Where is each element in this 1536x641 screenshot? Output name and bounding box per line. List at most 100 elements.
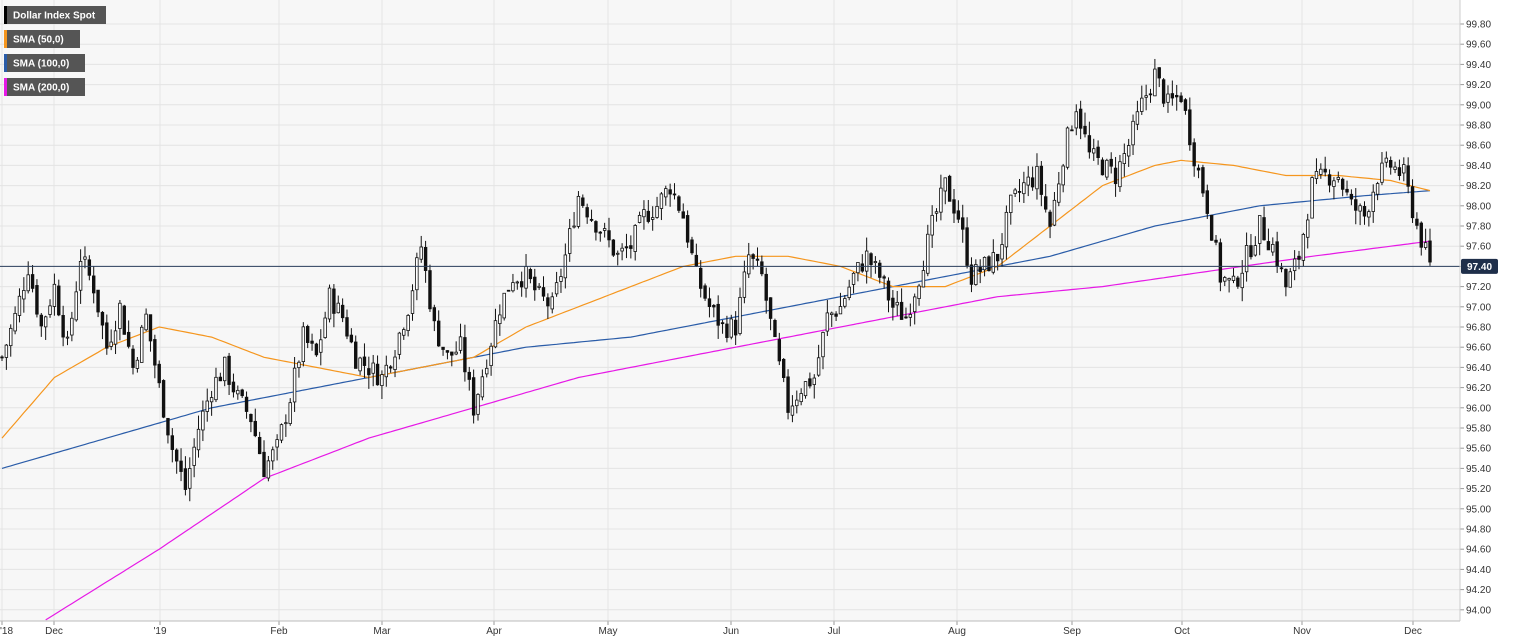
candle [790,395,795,423]
candle [1074,104,1078,136]
candle-body-up [266,460,271,479]
candle [1148,88,1153,103]
candle [83,246,87,269]
candle [131,345,135,375]
candle-body-down [463,337,467,373]
candle-body-up [1009,194,1013,213]
candle-body-up [1332,180,1336,187]
candle [947,174,952,202]
candle-body-down [218,376,223,382]
candle-body-down [227,355,231,385]
x-tick-label: Sep [1063,626,1081,637]
candle-body-up [816,357,821,376]
candle [96,289,100,318]
candle-body-up [515,281,520,284]
candle-body-up [454,351,458,355]
candle [305,324,310,349]
candle-body-up [1022,182,1026,195]
candle [733,311,738,346]
candle [650,206,655,231]
candle [878,259,882,284]
candle-body-down [546,297,550,307]
candle-body-up [637,214,642,223]
candle-body-up [458,336,463,351]
candle-body-down [589,218,594,221]
y-tick-label: 95.40 [1466,464,1491,475]
candle [17,288,22,323]
plot-area [0,0,1460,621]
candle [589,209,594,222]
candle [174,448,179,474]
candle [480,369,485,401]
candle [1083,112,1087,138]
candle-body-up [65,336,70,339]
candle [1113,156,1118,197]
candle-body-down [1349,193,1354,200]
candle-body-up [371,362,375,374]
candle-body-up [319,339,323,353]
candle [236,385,240,400]
current-price-line: 97.40 [0,258,1498,274]
candle [275,434,279,461]
candle [1179,92,1183,104]
candle [1371,184,1375,223]
candle-body-down [878,262,882,278]
y-tick-label: 97.20 [1466,282,1491,293]
candle-body-up [864,250,869,272]
candle [467,366,471,391]
candle [327,284,332,323]
candle-body-down [528,269,533,280]
candle-body-up [659,193,664,209]
candle-body-down [1096,146,1100,158]
candle-body-up [297,361,301,369]
candle-body-down [30,274,35,289]
candle [760,255,764,277]
candle-body-down [699,267,703,289]
sma-100-line [1,190,1431,469]
candle-body-up [1092,148,1096,154]
candle [856,262,860,282]
candle-body-up [109,341,113,347]
candle-body-up [144,313,148,331]
legend-swatch [4,54,7,72]
candle-body-up [1301,234,1306,261]
candle [135,356,140,373]
candle-body-down [1179,95,1183,102]
candle-body-up [236,389,240,395]
candle [930,205,934,248]
candle-body-down [987,256,991,272]
candle [1244,232,1249,282]
candle [1122,143,1127,177]
candle-body-up [192,446,196,466]
y-tick-label: 96.20 [1466,383,1491,394]
candle-body-up [729,318,733,338]
candle-body-up [812,377,816,385]
candle [1262,206,1266,241]
x-tick-label: Jul [828,626,841,637]
candle [78,249,83,304]
candle-body-down [375,363,380,386]
candle [969,257,974,293]
candle [812,374,816,399]
candle-body-up [982,256,987,271]
candle [441,346,445,356]
candle [57,279,61,317]
candle [912,293,917,325]
candle-body-down [96,289,100,313]
candle-body-up [1057,183,1061,203]
candle [882,274,886,289]
candle-body-up [930,214,934,236]
candle-body-down [773,319,777,338]
candle-body-down [349,334,354,343]
candle [991,239,996,275]
candle-body-up [1026,176,1030,186]
candle [515,280,520,290]
candle [550,292,554,314]
candle [1087,121,1092,159]
candle [471,369,476,424]
candle [423,240,428,283]
candle [70,311,74,342]
candle [1126,138,1131,167]
sma-50-line [1,159,1431,439]
candle [834,311,838,322]
